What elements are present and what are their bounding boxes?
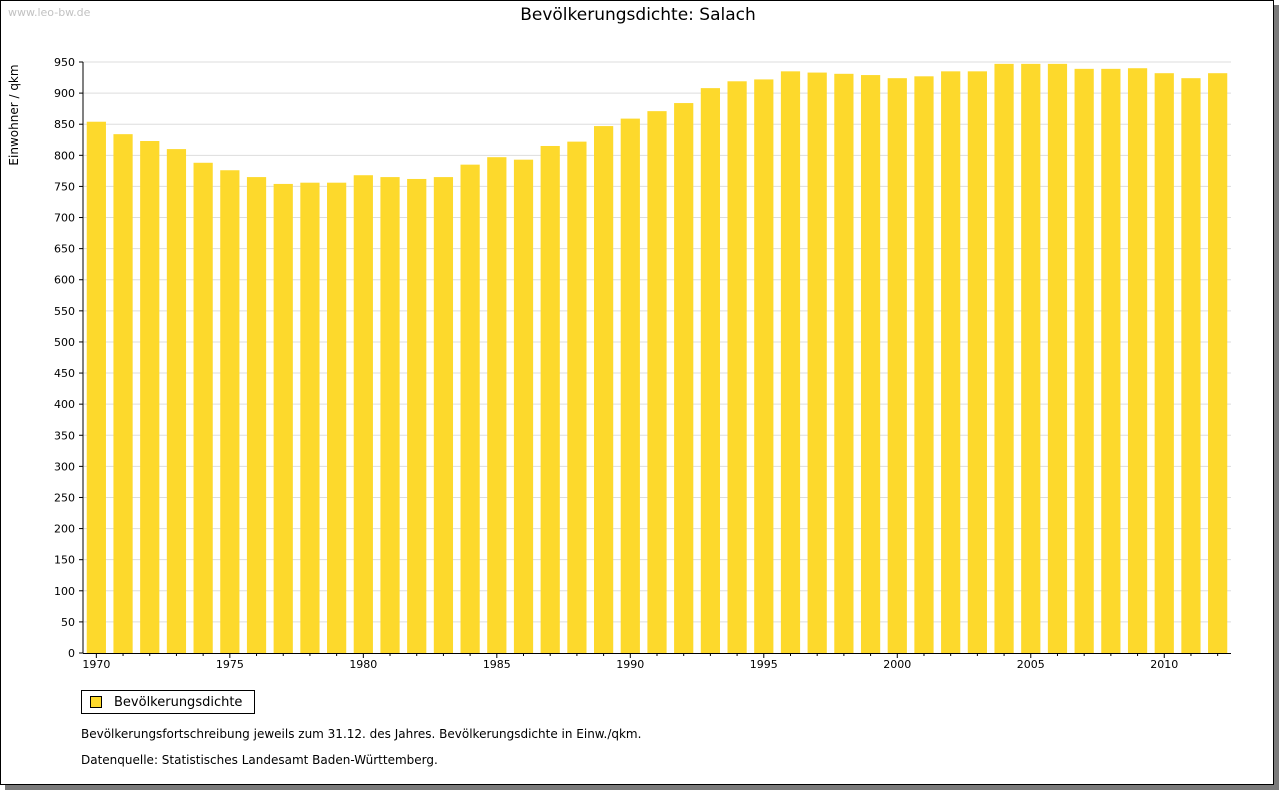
x-tick-label-2010: 2010 (1150, 658, 1178, 671)
y-tick-label: 700 (54, 212, 75, 225)
bar-1978: 1978: 756 (300, 182, 320, 653)
bar-1999: 1999: 929 (860, 75, 881, 653)
x-tick-label-1980: 1980 (349, 658, 377, 671)
y-tick-label: 850 (54, 118, 75, 131)
bar-2011: 2011: 924 (1181, 78, 1201, 653)
bar-1973: 1973: 810 (166, 149, 187, 654)
x-tick-label-1985: 1985 (483, 658, 511, 671)
y-tick-label: 450 (54, 367, 75, 380)
bar-1994: 1994: 919 (727, 81, 747, 653)
bar-2010: 2010: 932 (1154, 73, 1174, 654)
bar-2003: 2003: 935 (967, 71, 987, 653)
bar-2005: 2005: 947 (1021, 63, 1041, 653)
bar-2001: 2001: 927 (914, 76, 934, 654)
bar-2008: 2008: 939 (1101, 68, 1121, 654)
bar-2004: 2004: 947 (994, 63, 1014, 653)
legend: Bevölkerungsdichte (81, 690, 256, 714)
y-axis-label: Einwohner / qkm (7, 64, 21, 165)
chart-svg: 1970: 854 1971: 834 1972: 823 1973: 810 1974… (7, 56, 1231, 671)
bar-1970: 1970: 854 (86, 121, 106, 653)
y-tick-label: 650 (54, 243, 75, 256)
bar-1998: 1998: 931 (834, 73, 854, 653)
watermark: www.leo-bw.de (8, 6, 91, 19)
y-tick-label: 100 (54, 585, 75, 598)
y-tick-label: 500 (54, 336, 75, 349)
bar-1980: 1980: 768 (353, 175, 373, 654)
y-tick-label: 750 (54, 180, 75, 193)
bar-2009: 2009: 940 (1127, 68, 1148, 653)
y-tick-label: 250 (54, 491, 75, 504)
bar-1984: 1984: 785 (460, 164, 480, 653)
bars: 1970: 854 1971: 834 1972: 823 1973: 810 1974… (86, 63, 1228, 654)
bar-1976: 1976: 765 (246, 177, 267, 653)
bar-1996: 1996: 935 (780, 71, 801, 653)
bar-1971: 1971: 834 (113, 134, 133, 654)
x-tick-label-1975: 1975 (216, 658, 244, 671)
legend-label: Bevölkerungsdichte (114, 694, 243, 710)
x-tick-label-2005: 2005 (1017, 658, 1045, 671)
chart-title: Bevölkerungsdichte: Salach (520, 5, 756, 25)
y-tick-label: 400 (54, 398, 75, 411)
bar-1988: 1988: 822 (567, 141, 587, 654)
x-tick-label-1995: 1995 (750, 658, 778, 671)
bar-1997: 1997: 933 (807, 72, 827, 653)
y-tick-label: 300 (54, 460, 75, 473)
x-tick-label-1970: 1970 (82, 658, 110, 671)
bar-1995: 1995: 922 (754, 79, 774, 653)
bar-1982: 1982: 762 (407, 178, 427, 653)
y-tick-label: 0 (68, 647, 75, 660)
footnote-source: Datenquelle: Statistisches Landesamt Bad… (81, 753, 438, 767)
bar-2006: 2006: 947 (1047, 63, 1068, 653)
bar-1990: 1990: 859 (620, 118, 640, 654)
bar-1986: 1986: 793 (513, 159, 534, 653)
y-tick-label: 800 (54, 149, 75, 162)
x-tick-label-2000: 2000 (883, 658, 911, 671)
bar-1987: 1987: 815 (540, 145, 560, 654)
bar-1975: 1975: 776 (220, 170, 240, 653)
bar-1993: 1993: 908 (700, 88, 721, 653)
y-tick-label: 350 (54, 429, 75, 442)
bar-1974: 1974: 788 (193, 162, 213, 653)
bar-1985: 1985: 797 (487, 157, 507, 653)
bar-1991: 1991: 871 (647, 111, 667, 654)
bar-1989: 1989: 847 (593, 126, 614, 653)
bar-1977: 1977: 754 (273, 183, 293, 654)
bar-1992: 1992: 884 (674, 103, 694, 653)
x-tick-label-1990: 1990 (616, 658, 644, 671)
bar-2012: 2012: 932 (1208, 73, 1228, 654)
y-tick-label: 150 (54, 554, 75, 567)
bar-2000: 2000: 924 (887, 78, 907, 653)
footnote-description: Bevölkerungsfortschreibung jeweils zum 3… (81, 727, 642, 741)
y-tick-label: 50 (61, 616, 75, 629)
bar-1983: 1983: 765 (433, 177, 454, 653)
y-tick-label: 600 (54, 274, 75, 287)
y-tick-label: 550 (54, 305, 75, 318)
bar-1979: 1979: 756 (327, 182, 347, 653)
bar-1981: 1981: 765 (380, 177, 400, 653)
y-tick-label: 200 (54, 523, 75, 536)
y-tick-label: 950 (54, 56, 75, 69)
bar-1972: 1972: 823 (140, 141, 160, 653)
axes: 0 50 100 150 200 250 300 350 400 450 500 550 600 650 7… (54, 56, 1231, 671)
bar-2007: 2007: 939 (1074, 68, 1094, 654)
legend-swatch (90, 696, 102, 708)
y-tick-label: 900 (54, 87, 75, 100)
